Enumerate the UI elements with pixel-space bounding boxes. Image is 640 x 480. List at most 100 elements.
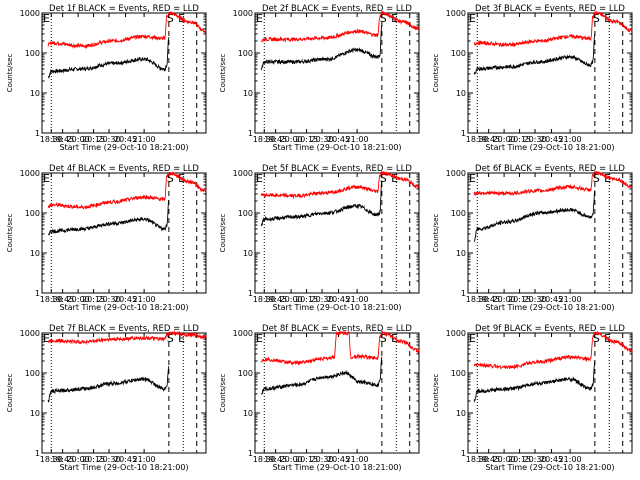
series-events-line: [473, 360, 596, 403]
x-tick-label: 20:30: [98, 135, 121, 144]
y-tick-label: 1000: [233, 329, 253, 338]
x-tick-label: 21:00: [559, 295, 582, 304]
x-axis-label: Start Time (29-Oct-10 18:21:00): [59, 303, 188, 312]
x-tick-label: 19:45: [51, 135, 74, 144]
y-tick-label: 10: [456, 409, 466, 418]
series-events-line: [260, 356, 383, 395]
y-tick-label: 10: [243, 409, 253, 418]
y-tick-label: 10: [30, 249, 40, 258]
x-tick-label: 20:30: [311, 455, 334, 464]
plot-frame: [254, 172, 420, 294]
x-tick-label: 20:45: [327, 135, 350, 144]
y-tick-label: 10: [30, 409, 40, 418]
flag-label: E: [43, 12, 50, 25]
x-tick-label: 18:30: [466, 135, 489, 144]
x-tick-label: 18:30: [253, 295, 276, 304]
x-tick-label: 20:15: [295, 455, 318, 464]
series-events-line: [473, 33, 596, 76]
flag-label: E: [178, 332, 185, 345]
x-tick-label: 21:00: [346, 295, 369, 304]
x-tick-label: 20:00: [280, 135, 303, 144]
y-tick-label: 100: [25, 209, 40, 218]
x-tick-label: 20:15: [82, 135, 105, 144]
y-tick-label: 1: [461, 129, 466, 138]
flag-label: E: [469, 12, 476, 25]
x-tick-label: 20:45: [114, 455, 137, 464]
x-tick-label: 20:45: [540, 135, 563, 144]
x-tick-label: 21:00: [133, 455, 156, 464]
x-tick-label: 20:15: [508, 295, 531, 304]
flag-label: E: [43, 172, 50, 185]
flag-label: S: [380, 12, 387, 25]
x-tick-label: 18:30: [253, 455, 276, 464]
x-tick-label: 19:45: [51, 455, 74, 464]
x-tick-label: 21:00: [133, 295, 156, 304]
y-axis-label: Counts/sec: [219, 54, 227, 93]
y-tick-label: 100: [238, 369, 253, 378]
flag-label: E: [391, 332, 398, 345]
x-tick-label: 19:45: [264, 135, 287, 144]
x-tick-label: 19:45: [264, 295, 287, 304]
y-axis-label: Counts/sec: [6, 374, 14, 413]
panel-det-7f: Det 7f BLACK = Events, RED = LLD 1000 100 1…: [6, 324, 207, 472]
plot-frame: [254, 12, 420, 134]
x-tick-label: 20:45: [540, 455, 563, 464]
y-axis-label: Counts/sec: [6, 214, 14, 253]
y-tick-label: 1: [461, 449, 466, 458]
y-tick-label: 1: [248, 129, 253, 138]
y-tick-label: 1: [248, 289, 253, 298]
series-lld-line: [260, 330, 420, 366]
x-tick-label: 20:15: [508, 455, 531, 464]
x-tick-label: 20:15: [295, 135, 318, 144]
x-tick-label: 18:30: [466, 295, 489, 304]
panel-title: Det 6f BLACK = Events, RED = LLD: [475, 164, 625, 174]
x-tick-label: 21:00: [346, 455, 369, 464]
x-tick-label: 20:00: [280, 455, 303, 464]
series-lld-line: [47, 10, 207, 50]
flag-label: E: [43, 332, 50, 345]
x-axis-label: Start Time (29-Oct-10 18:21:00): [59, 463, 188, 472]
x-tick-label: 20:15: [82, 295, 105, 304]
panels-group: Det 1f BLACK = Events, RED = LLD 1000 100 1…: [6, 4, 633, 472]
x-tick-label: 18:30: [466, 455, 489, 464]
x-tick-label: 19:45: [477, 295, 500, 304]
series-events-line: [260, 179, 383, 227]
x-tick-label: 18:30: [40, 135, 63, 144]
y-axis-label: Counts/sec: [219, 374, 227, 413]
y-axis-label: Counts/sec: [432, 54, 440, 93]
y-tick-label: 10: [456, 89, 466, 98]
x-tick-label: 20:00: [493, 295, 516, 304]
y-tick-label: 10: [243, 89, 253, 98]
panel-title: Det 8f BLACK = Events, RED = LLD: [262, 324, 412, 334]
x-tick-label: 20:45: [327, 295, 350, 304]
x-tick-label: 20:30: [524, 455, 547, 464]
flag-label: S: [380, 332, 387, 345]
flag-label: E: [469, 332, 476, 345]
y-tick-label: 1: [35, 449, 40, 458]
x-tick-label: 20:00: [67, 295, 90, 304]
x-tick-label: 20:45: [114, 295, 137, 304]
x-tick-label: 20:00: [493, 135, 516, 144]
y-tick-label: 100: [451, 49, 466, 58]
x-axis-label: Start Time (29-Oct-10 18:21:00): [485, 143, 614, 152]
series-lld-line: [47, 171, 207, 210]
y-tick-label: 1000: [233, 169, 253, 178]
x-tick-label: 18:30: [40, 295, 63, 304]
x-tick-label: 18:30: [40, 455, 63, 464]
flag-label: E: [391, 172, 398, 185]
x-tick-label: 20:30: [98, 295, 121, 304]
y-tick-label: 1: [461, 289, 466, 298]
y-axis-label: Counts/sec: [6, 54, 14, 93]
panel-title: Det 9f BLACK = Events, RED = LLD: [475, 324, 625, 334]
flag-label: S: [167, 12, 174, 25]
x-tick-label: 20:30: [98, 455, 121, 464]
y-tick-label: 10: [243, 249, 253, 258]
y-tick-label: 1: [35, 129, 40, 138]
y-tick-label: 10: [456, 249, 466, 258]
y-tick-label: 1: [248, 449, 253, 458]
panel-det-2f: Det 2f BLACK = Events, RED = LLD 1000 100 1…: [219, 4, 420, 152]
series-events-line: [473, 190, 596, 243]
plot-frame: [467, 12, 633, 134]
series-lld-line: [47, 330, 207, 346]
